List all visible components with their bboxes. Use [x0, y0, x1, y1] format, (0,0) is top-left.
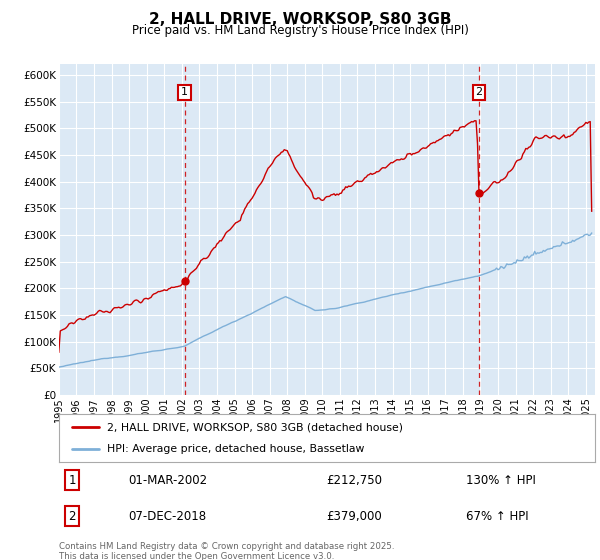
Text: 07-DEC-2018: 07-DEC-2018: [128, 510, 206, 522]
Text: HPI: Average price, detached house, Bassetlaw: HPI: Average price, detached house, Bass…: [107, 444, 364, 454]
Text: 130% ↑ HPI: 130% ↑ HPI: [466, 474, 536, 487]
Text: 1: 1: [68, 474, 76, 487]
Text: £379,000: £379,000: [327, 510, 382, 522]
Text: 01-MAR-2002: 01-MAR-2002: [128, 474, 208, 487]
Text: Price paid vs. HM Land Registry's House Price Index (HPI): Price paid vs. HM Land Registry's House …: [131, 24, 469, 37]
Text: 2, HALL DRIVE, WORKSOP, S80 3GB (detached house): 2, HALL DRIVE, WORKSOP, S80 3GB (detache…: [107, 422, 403, 432]
Text: 2: 2: [475, 87, 482, 97]
Text: £212,750: £212,750: [327, 474, 383, 487]
Text: 2, HALL DRIVE, WORKSOP, S80 3GB: 2, HALL DRIVE, WORKSOP, S80 3GB: [149, 12, 451, 27]
Text: 1: 1: [181, 87, 188, 97]
Text: Contains HM Land Registry data © Crown copyright and database right 2025.
This d: Contains HM Land Registry data © Crown c…: [59, 542, 394, 560]
Text: 67% ↑ HPI: 67% ↑ HPI: [466, 510, 529, 522]
Text: 2: 2: [68, 510, 76, 522]
